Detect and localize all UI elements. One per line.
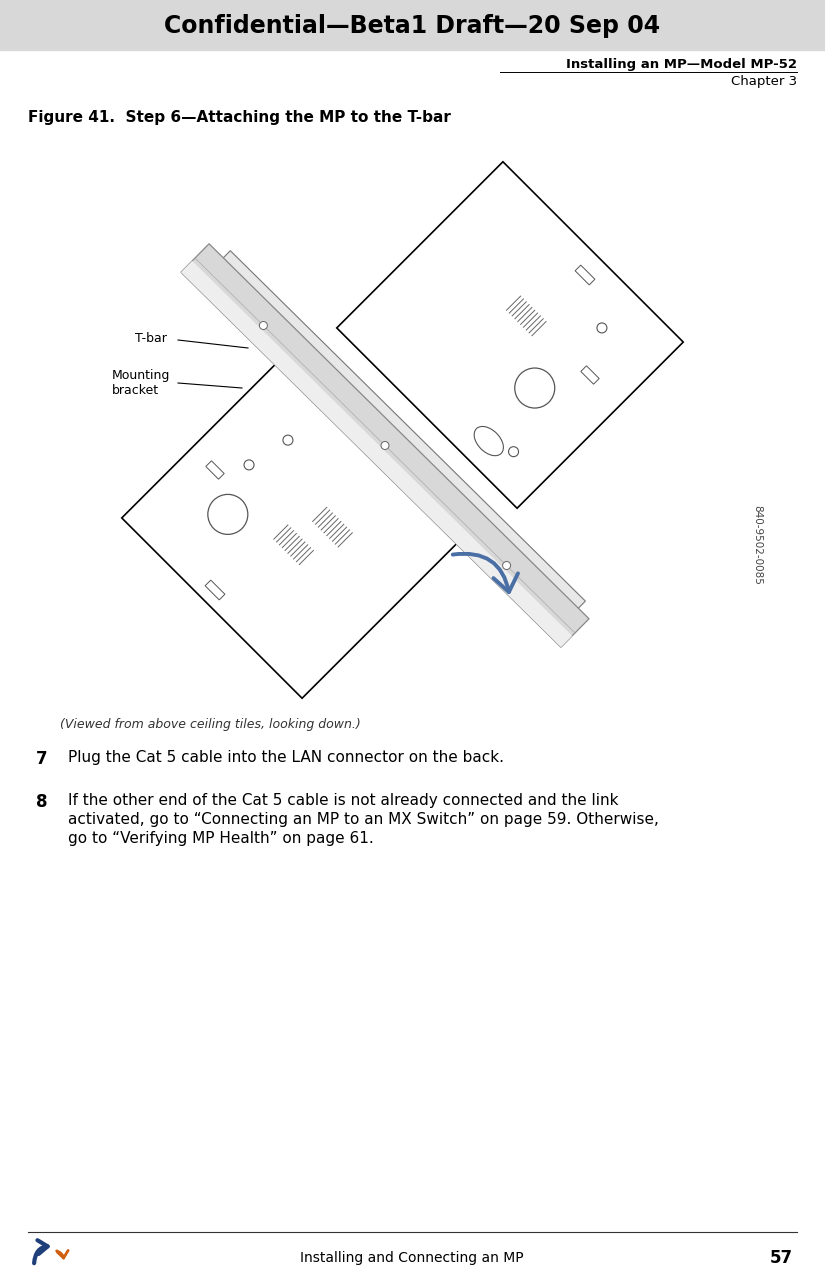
Text: T-bar: T-bar [135,331,167,345]
Polygon shape [181,260,573,647]
Text: activated, go to “Connecting an MP to an MX Switch” on page 59. Otherwise,: activated, go to “Connecting an MP to an… [68,812,659,828]
Polygon shape [219,250,586,612]
Text: Chapter 3: Chapter 3 [731,74,797,89]
Text: 7: 7 [36,751,48,769]
Circle shape [502,562,511,570]
Polygon shape [205,461,224,479]
Text: 57: 57 [770,1248,793,1268]
Text: bracket: bracket [112,384,159,396]
Text: If the other end of the Cat 5 cable is not already connected and the link: If the other end of the Cat 5 cable is n… [68,793,619,808]
Text: Plug the Cat 5 cable into the LAN connector on the back.: Plug the Cat 5 cable into the LAN connec… [68,751,504,765]
Text: (Viewed from above ceiling tiles, looking down.): (Viewed from above ceiling tiles, lookin… [60,718,361,731]
Circle shape [381,441,389,449]
FancyArrowPatch shape [453,554,518,591]
Circle shape [283,435,293,445]
Polygon shape [337,162,683,508]
Circle shape [244,459,254,470]
Text: go to “Verifying MP Health” on page 61.: go to “Verifying MP Health” on page 61. [68,831,374,845]
Polygon shape [575,266,595,285]
Circle shape [508,446,519,457]
Text: Mounting: Mounting [112,368,171,381]
Text: Figure 41.  Step 6—Attaching the MP to the T-bar: Figure 41. Step 6—Attaching the MP to th… [28,110,451,124]
FancyArrowPatch shape [34,1241,48,1264]
Bar [0,0,825,50]
Polygon shape [181,244,589,647]
Ellipse shape [515,368,554,408]
Polygon shape [205,580,225,600]
Text: 840-9502-0085: 840-9502-0085 [752,506,762,585]
Circle shape [259,322,267,330]
FancyArrowPatch shape [57,1251,68,1259]
Text: 8: 8 [36,793,48,811]
Circle shape [597,323,607,332]
Polygon shape [581,366,599,384]
Ellipse shape [208,494,248,535]
Text: Installing and Connecting an MP: Installing and Connecting an MP [300,1251,524,1265]
Polygon shape [122,352,469,698]
Text: Installing an MP—Model MP-52: Installing an MP—Model MP-52 [566,58,797,71]
Ellipse shape [474,426,503,455]
Text: Confidential—Beta1 Draft—20 Sep 04: Confidential—Beta1 Draft—20 Sep 04 [164,14,660,38]
